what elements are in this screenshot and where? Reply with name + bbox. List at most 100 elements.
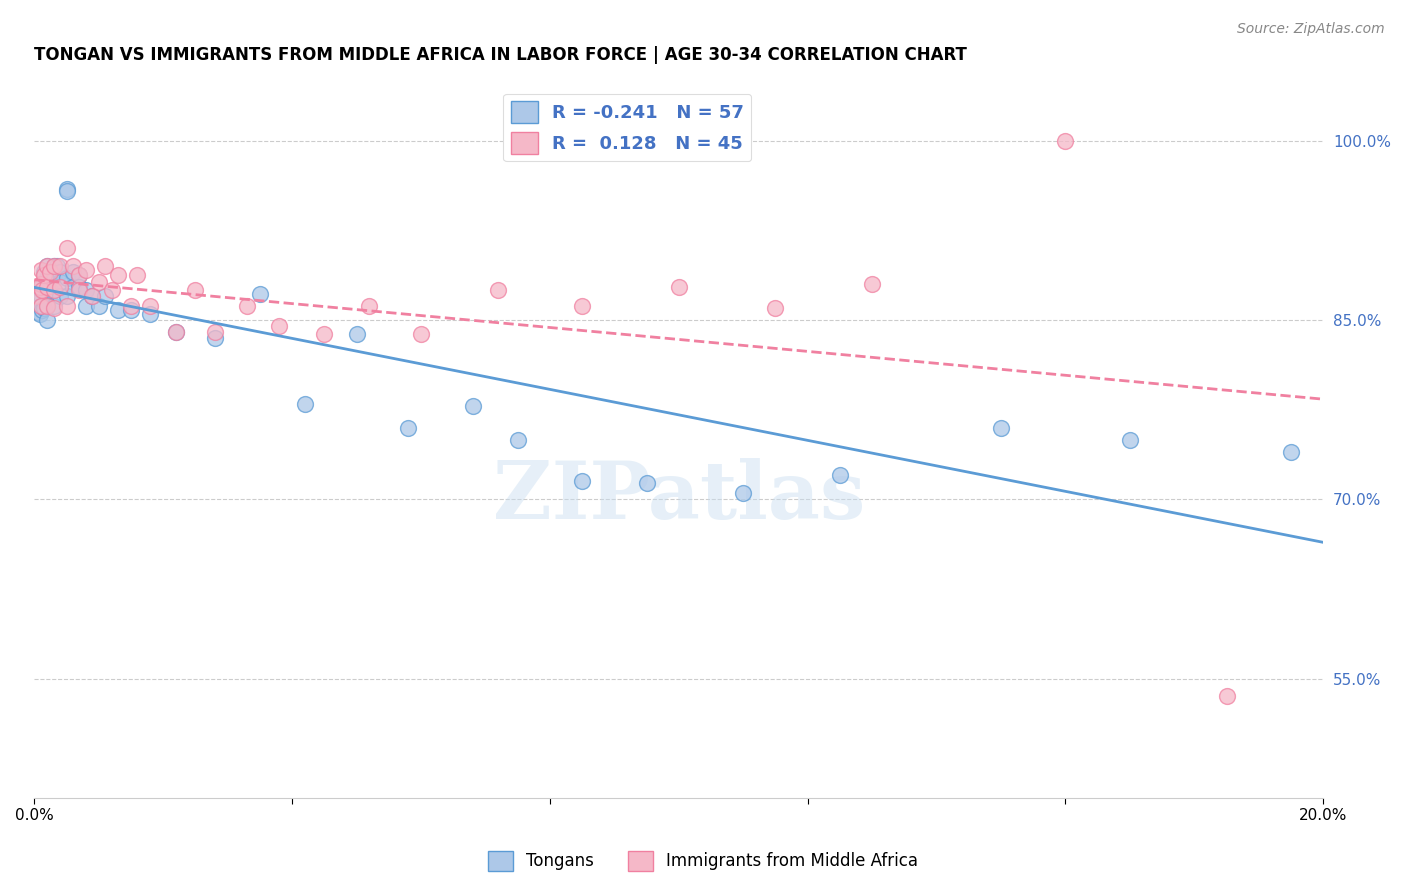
Point (37, 289, 59, 303)
Point (49, 289, 72, 303)
Point (30, 277, 52, 292)
Point (1054, 134, 1077, 148)
Point (294, 397, 316, 411)
Point (42, 283, 65, 297)
Point (184, 283, 207, 297)
Point (314, 327, 336, 342)
Point (139, 299, 162, 313)
Point (39, 283, 62, 297)
Point (75, 263, 97, 277)
Point (37, 271, 59, 285)
Point (32, 281, 55, 295)
Point (27, 304, 49, 318)
Point (107, 303, 129, 318)
Point (127, 268, 149, 282)
Point (55, 181, 77, 195)
Point (94, 289, 117, 303)
Point (100, 283, 122, 297)
Point (49, 279, 72, 293)
Legend: Tongans, Immigrants from Middle Africa: Tongans, Immigrants from Middle Africa (479, 842, 927, 880)
Point (37, 313, 59, 327)
Point (75, 283, 97, 297)
Point (55, 299, 77, 313)
Point (94, 260, 117, 274)
Point (28, 307, 51, 321)
Point (409, 327, 432, 342)
Point (668, 279, 690, 293)
Point (62, 265, 84, 279)
Point (107, 268, 129, 282)
Point (486, 283, 509, 297)
Point (69, 283, 91, 297)
Point (828, 468, 851, 483)
Point (42, 301, 65, 315)
Point (31, 303, 53, 318)
Point (42, 260, 65, 274)
Point (87, 275, 110, 289)
Point (30, 299, 52, 313)
Point (69, 268, 91, 282)
Point (860, 277, 883, 292)
Point (346, 327, 368, 342)
Point (32, 265, 55, 279)
Point (49, 265, 72, 279)
Point (32, 301, 55, 315)
Point (30, 283, 52, 297)
Point (359, 299, 381, 313)
Point (45, 260, 67, 274)
Point (32, 268, 55, 282)
Point (396, 420, 419, 434)
Point (55, 271, 77, 285)
Point (62, 279, 84, 293)
Point (461, 399, 484, 413)
Point (733, 486, 755, 500)
Point (37, 260, 59, 274)
Point (571, 475, 593, 489)
Point (37, 299, 59, 313)
Point (39, 268, 62, 282)
Point (1119, 433, 1142, 447)
Point (55, 289, 77, 303)
Text: Source: ZipAtlas.com: Source: ZipAtlas.com (1237, 22, 1385, 37)
Point (42, 299, 65, 313)
Point (37, 279, 59, 293)
Point (120, 299, 142, 313)
Point (42, 268, 65, 282)
Point (82, 289, 104, 303)
Point (31, 277, 53, 292)
Point (27, 293, 49, 307)
Point (765, 301, 787, 315)
Point (28, 279, 51, 293)
Point (30, 299, 52, 313)
Point (636, 475, 658, 490)
Point (236, 299, 259, 313)
Point (30, 263, 52, 277)
Point (55, 184, 77, 198)
Point (42, 283, 65, 297)
Point (49, 275, 72, 289)
Point (204, 331, 226, 345)
Point (269, 319, 291, 334)
Point (1279, 444, 1302, 458)
Point (165, 325, 187, 339)
Point (37, 299, 59, 313)
Point (62, 260, 84, 274)
Text: TONGAN VS IMMIGRANTS FROM MIDDLE AFRICA IN LABOR FORCE | AGE 30-34 CORRELATION C: TONGAN VS IMMIGRANTS FROM MIDDLE AFRICA … (34, 46, 967, 64)
Point (249, 286, 271, 301)
Point (27, 289, 49, 303)
Point (30, 289, 52, 303)
Point (75, 299, 97, 313)
Point (139, 307, 162, 321)
Legend: R = -0.241   N = 57, R =  0.128   N = 45: R = -0.241 N = 57, R = 0.128 N = 45 (503, 94, 751, 161)
Point (165, 325, 187, 339)
Point (37, 260, 59, 274)
Point (204, 325, 226, 339)
Point (571, 299, 593, 313)
Text: ZIPatlas: ZIPatlas (492, 458, 865, 536)
Point (87, 299, 110, 313)
Point (39, 265, 62, 279)
Point (31, 283, 53, 297)
Point (1215, 690, 1237, 704)
Point (990, 420, 1012, 434)
Point (69, 268, 91, 282)
